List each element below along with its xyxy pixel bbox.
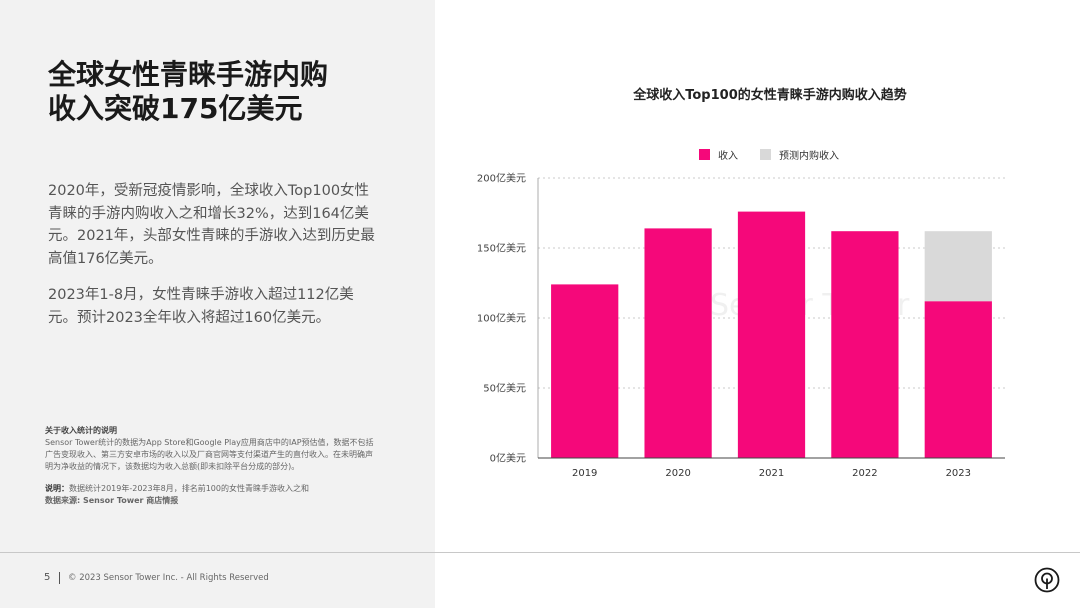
notes-title: 关于收入统计的说明 [45, 426, 117, 435]
notes-explain: 说明：数据统计2019年-2023年8月，排名前100的女性青睐手游收入之和 [45, 483, 380, 495]
y-tick-label: 50亿美元 [483, 382, 526, 395]
body-paragraph-2: 2023年1-8月，女性青睐手游收入超过112亿美元。预计2023全年收入将超过… [48, 287, 354, 326]
body-text: 2020年，受新冠疫情影响，全球收入Top100女性青睐的手游内购收入之和增长3… [48, 180, 378, 343]
data-source-text: 数据来源: Sensor Tower 商店情报 [45, 496, 179, 505]
x-tick-label: 2022 [852, 468, 877, 479]
bar-revenue-2022 [831, 231, 899, 458]
legend-swatch-revenue [699, 149, 710, 160]
legend-item-revenue: 收入 [699, 147, 738, 162]
bar-revenue-2020 [644, 228, 712, 458]
legend-swatch-forecast [760, 149, 771, 160]
legend-item-forecast: 预测内购收入 [760, 147, 839, 162]
bar-forecast-2023 [924, 231, 992, 302]
notes-explain-label: 说明： [45, 484, 69, 493]
x-tick-label: 2019 [572, 468, 597, 479]
x-tick-label: 2023 [946, 468, 971, 479]
notes-explain-text: 数据统计2019年-2023年8月，排名前100的女性青睐手游收入之和 [69, 484, 309, 493]
page-title-line2: 收入突破175亿美元 [48, 92, 303, 125]
body-paragraph-1: 2020年，受新冠疫情影响，全球收入Top100女性青睐的手游内购收入之和增长3… [48, 183, 375, 267]
bar-chart: Sensor Tower 0亿美元50亿美元100亿美元150亿美元200亿美元… [477, 172, 1005, 479]
footer-divider [0, 552, 1080, 553]
bar-revenue-2021 [737, 211, 806, 458]
y-tick-label: 100亿美元 [477, 312, 526, 325]
data-source: 数据来源: Sensor Tower 商店情报 [45, 495, 380, 507]
bar-revenue-2019 [551, 284, 619, 458]
notes-text: Sensor Tower统计的数据为App Store和Google Play应… [45, 438, 374, 471]
y-tick-label: 0亿美元 [490, 452, 526, 465]
page-title: 全球女性青睐手游内购 收入突破175亿美元 [48, 58, 418, 126]
page-title-line1: 全球女性青睐手游内购 [48, 58, 329, 91]
page-number: 5 [44, 572, 51, 583]
x-tick-label: 2021 [759, 468, 784, 479]
y-tick-label: 150亿美元 [477, 242, 526, 255]
bar-revenue-2023 [924, 301, 992, 458]
left-panel [0, 0, 435, 552]
legend-label-revenue: 收入 [718, 151, 738, 162]
y-tick-label: 200亿美元 [477, 172, 526, 185]
sensor-tower-logo-icon [1034, 567, 1060, 593]
chart-legend: 收入 预测内购收入 [699, 147, 861, 162]
x-tick-label: 2020 [665, 468, 690, 479]
page-number-separator [59, 572, 60, 584]
notes-section: 关于收入统计的说明 Sensor Tower统计的数据为App Store和Go… [45, 425, 380, 507]
footer-left-background [0, 553, 435, 608]
copyright: © 2023 Sensor Tower Inc. - All Rights Re… [68, 573, 269, 583]
chart-title: 全球收入Top100的女性青睐手游内购收入趋势 [633, 88, 907, 103]
legend-label-forecast: 预测内购收入 [779, 151, 839, 162]
